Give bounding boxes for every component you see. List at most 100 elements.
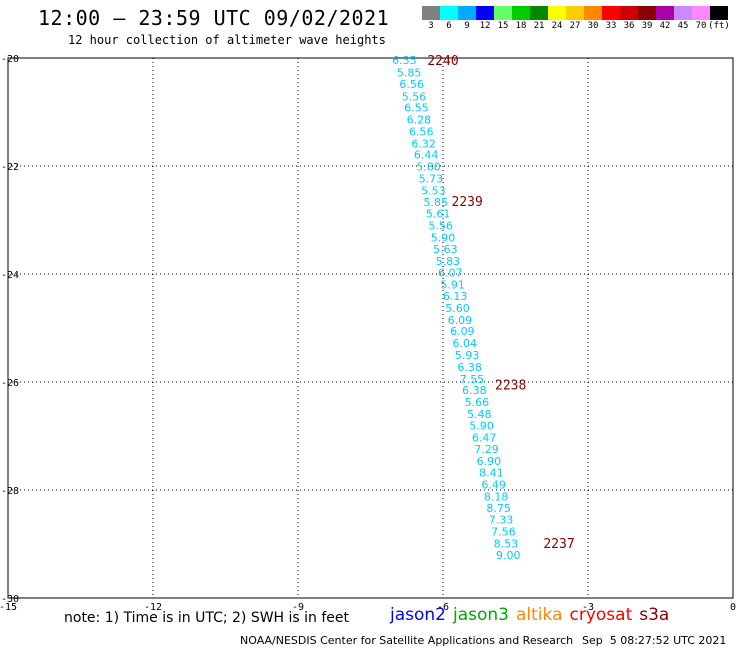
- swh-value-label: 8.41: [479, 467, 504, 480]
- swh-value-label: 8.18: [484, 490, 509, 503]
- time-label: 2238: [495, 379, 526, 394]
- satellite-altika: altika: [516, 605, 563, 625]
- legend-swatch: [512, 6, 530, 20]
- swh-value-label: 6.04: [453, 337, 478, 350]
- satellite-cryosat: cryosat: [569, 605, 633, 625]
- y-tick-label: -26: [1, 378, 19, 389]
- legend-swatch: [494, 6, 512, 20]
- swh-value-label: 6.09: [450, 325, 475, 338]
- legend-label: 6: [446, 21, 452, 31]
- legend-swatch: [602, 6, 620, 20]
- y-tick-label: -20: [1, 54, 19, 65]
- swh-value-label: 7.33: [489, 514, 514, 527]
- swh-value-label: 6.28: [407, 114, 432, 127]
- y-tick-label: -24: [1, 270, 19, 281]
- swh-value-label: 5.91: [440, 278, 465, 291]
- legend-swatch: [566, 6, 584, 20]
- legend-swatch: [440, 6, 458, 20]
- swh-value-label: 6.55: [404, 102, 429, 115]
- legend-swatch: [656, 6, 674, 20]
- swh-value-label: 5.61: [426, 208, 451, 221]
- generated-timestamp: Sep 5 08:27:52 UTC 2021: [582, 634, 727, 647]
- chart-subtitle: 12 hour collection of altimeter wave hei…: [68, 33, 386, 47]
- legend-swatch: [692, 6, 710, 20]
- time-label: 2240: [427, 54, 458, 69]
- swh-value-label: 7.56: [491, 526, 516, 539]
- legend-label: 21: [533, 21, 545, 31]
- legend-label: 3: [428, 21, 434, 31]
- legend-swatch: [710, 6, 728, 20]
- legend-label: 24: [551, 21, 563, 31]
- legend-label: 30: [587, 21, 599, 31]
- swh-value-label: 5.83: [436, 255, 461, 268]
- legend-swatch: [638, 6, 656, 20]
- y-tick-label: -28: [1, 486, 19, 497]
- swh-value-label: 7.29: [474, 443, 499, 456]
- swh-value-label: 5.73: [419, 172, 444, 185]
- x-tick-label: 0: [730, 602, 736, 613]
- swh-value-label: 5.48: [467, 408, 492, 421]
- x-tick-label: -9: [292, 602, 304, 613]
- swh-value-label: 6.56: [409, 125, 434, 138]
- legend-swatch: [422, 6, 440, 20]
- swh-value-label: 5.90: [469, 420, 494, 433]
- legend-label: 18: [515, 21, 527, 31]
- x-tick-label: -12: [144, 602, 162, 613]
- swh-value-label: 6.35: [392, 54, 417, 67]
- satellite-jason2: jason2: [390, 605, 446, 625]
- swh-value-label: 6.44: [414, 149, 439, 162]
- x-tick-label: -3: [582, 602, 594, 613]
- satellite-legend: jason2 jason3 altika cryosat s3a: [390, 605, 676, 625]
- swh-value-label: 5.85: [397, 67, 422, 80]
- color-legend-labels: 3 6 9 12 15 18 21 24 27 30 33 36 39 42 45 70 (ft): [422, 21, 740, 33]
- credit-text: NOAA/NESDIS Center for Satellite Applica…: [240, 634, 574, 647]
- y-tick-label: -30: [1, 594, 19, 605]
- legend-label: 70: [695, 21, 707, 31]
- swh-value-label: 6.56: [399, 78, 424, 91]
- legend-swatch: [458, 6, 476, 20]
- swh-value-label: 6.07: [438, 266, 463, 279]
- time-label: 2237: [543, 537, 574, 552]
- swh-value-label: 6.90: [477, 455, 502, 468]
- x-tick-label: -6: [437, 602, 449, 613]
- swh-value-label: 5.60: [445, 302, 470, 315]
- swh-value-label: 7.55: [460, 373, 485, 386]
- legend-label: 39: [641, 21, 653, 31]
- swh-value-label: 5.53: [421, 184, 446, 197]
- swh-value-label: 6.09: [448, 314, 473, 327]
- swh-value-label: 6.32: [411, 137, 436, 150]
- legend-label: 45: [677, 21, 689, 31]
- legend-label: 27: [569, 21, 581, 31]
- legend-label: 15: [497, 21, 509, 31]
- swh-value-label: 8.53: [494, 537, 519, 550]
- swh-value-label: 5.80: [416, 161, 441, 174]
- chart-title: 12:00 — 23:59 UTC 09/02/2021: [38, 6, 390, 30]
- swh-value-label: 9.00: [496, 549, 521, 562]
- swh-value-label: 5.66: [465, 396, 490, 409]
- swh-value-label: 6.38: [462, 384, 487, 397]
- y-tick-label: -22: [1, 162, 19, 173]
- legend-label: 9: [464, 21, 470, 31]
- swh-value-label: 6.13: [443, 290, 468, 303]
- swh-value-label: 5.93: [455, 349, 480, 362]
- swh-value-label: 5.63: [433, 243, 458, 256]
- legend-label: 12: [479, 21, 491, 31]
- legend-unit: (ft): [708, 21, 730, 31]
- legend-swatch: [548, 6, 566, 20]
- swh-value-label: 6.38: [457, 361, 482, 374]
- legend-swatch: [530, 6, 548, 20]
- swh-value-label: 5.56: [428, 219, 453, 232]
- legend-swatch: [584, 6, 602, 20]
- plot-frame: [7, 57, 734, 599]
- legend-swatch: [476, 6, 494, 20]
- footnote: note: 1) Time is in UTC; 2) SWH is in fe…: [64, 610, 350, 626]
- satellite-s3a: s3a: [639, 605, 670, 625]
- swh-value-label: 5.85: [424, 196, 449, 209]
- color-legend-bar: [422, 6, 728, 20]
- satellite-jason3: jason3: [453, 605, 509, 625]
- swh-value-label: 6.47: [472, 432, 497, 445]
- swh-value-label: 5.90: [431, 231, 456, 244]
- legend-swatch: [620, 6, 638, 20]
- time-label: 2239: [452, 195, 483, 210]
